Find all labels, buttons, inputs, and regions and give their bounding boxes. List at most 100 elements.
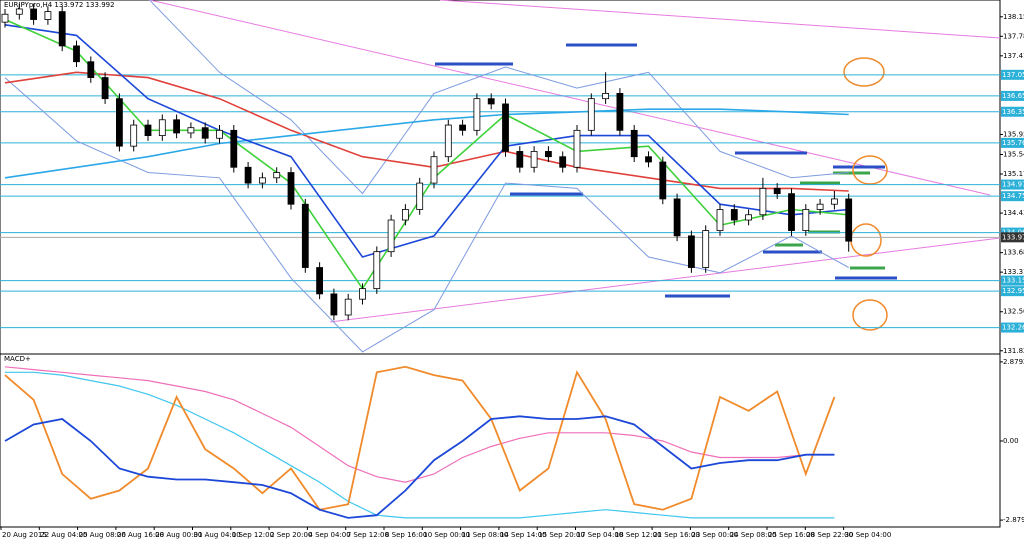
level-label: 132.952 [1001,286,1024,297]
candle-body [73,45,80,63]
level-label-box [1001,275,1024,286]
x-tick-label: 7 Sep 12:00 [347,531,389,539]
x-tick-label: 2 Sep 20:00 [270,531,312,539]
candle-body [287,172,295,205]
x-tick-label: 28 Aug 00:00 [155,531,202,539]
highlight-circle [852,155,888,185]
indicator-line [5,371,835,519]
y-tick-label: 137.782 [1003,32,1024,40]
y-tick-label: 137.412 [1003,52,1024,60]
x-tick-label: 18 Sep 12:00 [615,531,662,539]
candle-body [230,129,238,168]
y-tick-label: 138.152 [1003,13,1024,21]
x-tick-label: 28 Sep 22:00 [806,531,853,539]
indicator-line [4,365,836,511]
candle-body [359,288,366,300]
level-label-box [1001,286,1024,297]
x-tick-label: 25 Aug 08:00 [79,531,126,539]
level-label: 134.972 [1001,179,1024,190]
y-tick-label: 134.432 [1003,209,1024,217]
candle-body [87,61,95,78]
candle-body [730,209,738,221]
candle-body [573,129,581,168]
trendline [149,0,991,196]
candle-body [15,8,23,15]
candle-body [344,298,352,316]
candle-body [158,119,166,137]
candle-body [745,214,752,221]
candle-body [645,156,652,163]
level-label-text: 134.972 [1002,181,1024,189]
candle-body [788,193,795,231]
candle-body [101,77,109,100]
x-tick-label: 23 Sep 00:00 [691,531,738,539]
candle-body [416,182,424,210]
trendline [439,0,1001,39]
candle-body [530,151,538,168]
candle-body [487,98,495,105]
level-label-box [1001,322,1024,333]
candle-body [30,8,38,20]
candle-body [330,293,338,316]
candle-body [759,187,767,216]
candle-body [244,166,252,184]
level-label: 136.352 [1001,106,1024,117]
indicator-line [4,108,849,179]
y-tick-label: 135.172 [1003,170,1024,178]
candle-body [630,129,638,158]
candle-body [144,124,152,137]
y-tick-label: 133.312 [1003,268,1024,276]
level-label-box [1001,232,1024,243]
level-label-text: 133.972 [1002,233,1024,241]
level-label-box [1001,106,1024,117]
candle-body [44,11,52,20]
level-label: 132.262 [1001,322,1024,333]
indicator-line [4,366,835,483]
level-label-text: 132.952 [1002,287,1024,295]
x-tick-label: 8 Sep 16:00 [385,531,427,539]
candle-body [459,124,467,131]
candle-body [802,209,810,231]
x-tick-label: 17 Sep 04:00 [577,531,624,539]
x-tick-label: 22 Aug 04:00 [40,531,87,539]
candle-body [845,198,853,242]
candle-body [545,151,552,158]
candle-body [816,203,824,210]
candle-body [58,11,66,47]
candle-body [273,172,281,179]
x-tick-label: 25 Sep 16:00 [768,531,815,539]
y-tick-label: 135.542 [1003,150,1024,158]
x-tick-label: 4 Sep 04:00 [308,531,350,539]
candle-body [559,156,567,168]
level-label-text: 135.762 [1002,139,1024,147]
candle-body [702,230,710,268]
candle-body [1,13,9,23]
level-label-text: 132.262 [1002,324,1024,332]
level-label-text: 134.752 [1002,192,1024,200]
candle-body [201,127,209,139]
level-label-text: 136.652 [1002,92,1024,100]
candle-body [716,209,724,231]
x-tick-label: 21 Sep 16:00 [653,531,700,539]
indicator-line [4,24,849,258]
candle-body [831,198,838,205]
candle-body [116,98,123,147]
level-label-text: 137.052 [1002,71,1024,79]
candle-body [502,103,509,152]
indicator-line [4,77,849,353]
candle-body [587,98,595,131]
indicator-line [148,0,849,195]
level-label-text: 136.352 [1002,108,1024,116]
candle-body [516,151,524,168]
candle-body [773,187,781,195]
y-tick-label: 0.00 [1003,437,1019,445]
candle-body [616,92,624,131]
plot-frame [0,0,1001,528]
candle-body [216,129,223,139]
highlight-circle [843,57,885,87]
x-tick-label: 14 Sep 14:00 [500,531,547,539]
annotations [149,0,1001,331]
candle-body [602,92,609,100]
x-tick-label: 1 Sep 12:00 [232,531,274,539]
